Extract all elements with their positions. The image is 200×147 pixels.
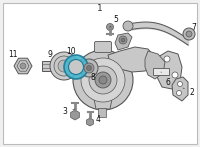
Circle shape [50,52,78,80]
Circle shape [58,60,70,72]
FancyBboxPatch shape [98,108,106,117]
Circle shape [164,56,170,62]
Text: 4: 4 [90,116,100,125]
Circle shape [177,91,182,96]
Polygon shape [94,99,112,109]
Text: 2: 2 [183,87,194,96]
Circle shape [73,50,133,110]
Text: 10: 10 [66,46,76,56]
Circle shape [183,28,195,40]
Circle shape [172,72,178,78]
Text: 7: 7 [192,22,196,31]
Circle shape [87,66,92,71]
Circle shape [20,63,26,69]
Circle shape [121,38,125,42]
Text: 5: 5 [110,15,118,27]
Polygon shape [42,61,64,71]
Text: 11: 11 [8,50,18,59]
Circle shape [54,56,74,76]
Text: 6: 6 [161,72,170,86]
FancyBboxPatch shape [95,41,112,52]
Circle shape [84,63,94,73]
Circle shape [119,36,127,44]
Text: 3: 3 [63,107,75,117]
Circle shape [186,31,192,37]
Text: 1: 1 [97,4,103,13]
FancyBboxPatch shape [3,3,197,144]
Polygon shape [115,33,132,50]
Circle shape [106,24,114,30]
Polygon shape [108,47,155,72]
Text: 9: 9 [48,50,52,59]
Circle shape [178,81,182,86]
Text: 8: 8 [91,72,95,81]
Circle shape [64,55,88,79]
Circle shape [81,58,125,102]
Circle shape [95,72,111,88]
Circle shape [99,76,107,84]
Polygon shape [145,51,165,79]
Circle shape [123,21,133,31]
Circle shape [89,66,117,94]
Circle shape [80,59,98,77]
Circle shape [69,60,84,75]
FancyBboxPatch shape [153,68,169,75]
Polygon shape [172,77,188,101]
Polygon shape [155,51,182,89]
